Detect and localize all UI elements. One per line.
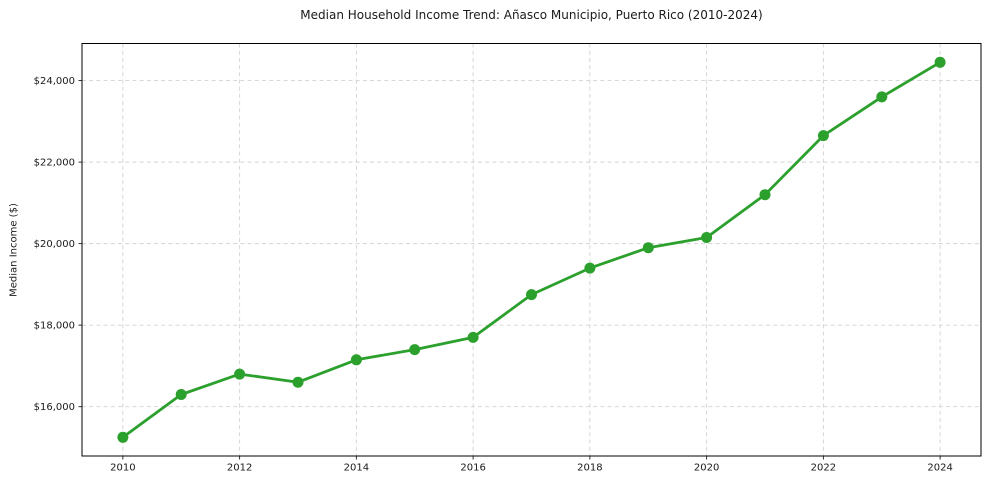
x-tick-label: 2022 [811,463,836,474]
y-tick-label: $18,000 [34,321,75,332]
axes-frame [81,43,982,457]
x-tick-label: 2010 [110,463,135,474]
data-point-2013 [292,376,304,388]
trend-line [121,60,942,439]
data-point-2023 [876,91,888,103]
x-tick-label: 2014 [344,463,369,474]
x-tick-label: 2024 [927,463,952,474]
data-point-2014 [350,354,362,366]
data-point-2011 [175,389,187,400]
data-point-2010 [117,431,129,443]
y-tick-label: $22,000 [34,158,75,169]
x-tick-label: 2016 [460,463,485,474]
y-tick-label: $24,000 [34,76,75,87]
data-point-2015 [409,344,421,356]
y-tick-label: $16,000 [34,402,75,413]
x-tick-label: 2012 [227,463,252,474]
data-point-2016 [467,331,479,343]
data-point-2024 [934,56,946,68]
data-point-2020 [701,232,713,243]
chart-title: Median Household Income Trend: Añasco Mu… [300,8,763,22]
y-tick-label: $20,000 [34,239,75,250]
data-point-2021 [759,189,771,201]
data-point-2012 [234,368,246,380]
x-tick-label: 2020 [694,463,719,474]
data-point-2017 [526,289,537,301]
data-point-2018 [584,262,596,274]
data-point-2022 [817,130,829,142]
x-tick-label: 2018 [577,463,602,474]
data-point-2019 [642,242,654,254]
